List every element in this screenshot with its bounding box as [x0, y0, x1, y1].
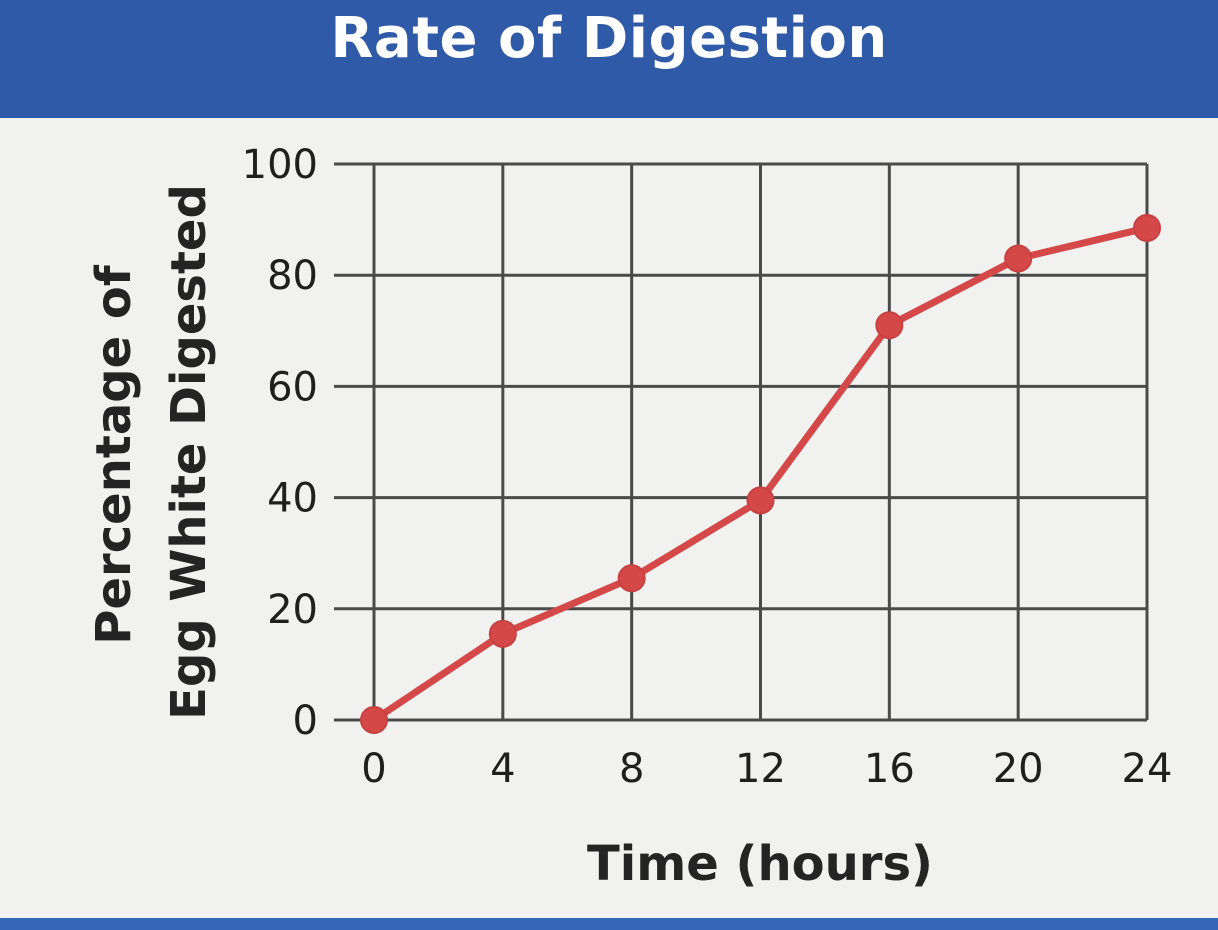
- data-point: [617, 564, 646, 593]
- x-tick-label: 0: [361, 746, 386, 792]
- x-tick-label: 16: [864, 746, 915, 792]
- y-tick-label: 40: [267, 476, 318, 522]
- data-point: [1133, 213, 1161, 242]
- y-axis-label-line-2: Egg White Digested: [161, 184, 217, 720]
- series-layer: [360, 213, 1161, 734]
- x-tick-label: 12: [735, 746, 786, 792]
- x-tick-label: 20: [993, 746, 1044, 792]
- data-point: [875, 311, 904, 340]
- x-tick-label: 8: [619, 746, 644, 792]
- y-tick-label: 100: [242, 142, 318, 188]
- x-axis-label: Time (hours): [587, 836, 933, 892]
- y-tick-label: 80: [267, 253, 318, 299]
- chart-title: Rate of Digestion: [330, 6, 888, 71]
- bottom-edge: [0, 918, 1218, 930]
- x-tick-label: 24: [1122, 746, 1173, 792]
- axis-layer: 0 4 8 12 16 20 24 0 20 40 60 80 100: [242, 142, 1173, 792]
- title-bar: Rate of Digestion: [0, 0, 1218, 118]
- data-point: [360, 706, 388, 734]
- data-point: [746, 486, 775, 515]
- y-axis-label-line-1: Percentage of: [86, 264, 142, 645]
- x-tick-label: 4: [490, 746, 515, 792]
- y-tick-label: 60: [267, 364, 318, 410]
- data-point: [488, 619, 517, 648]
- y-tick-label: 0: [293, 698, 318, 744]
- y-tick-label: 20: [267, 587, 318, 633]
- data-point: [1004, 244, 1033, 273]
